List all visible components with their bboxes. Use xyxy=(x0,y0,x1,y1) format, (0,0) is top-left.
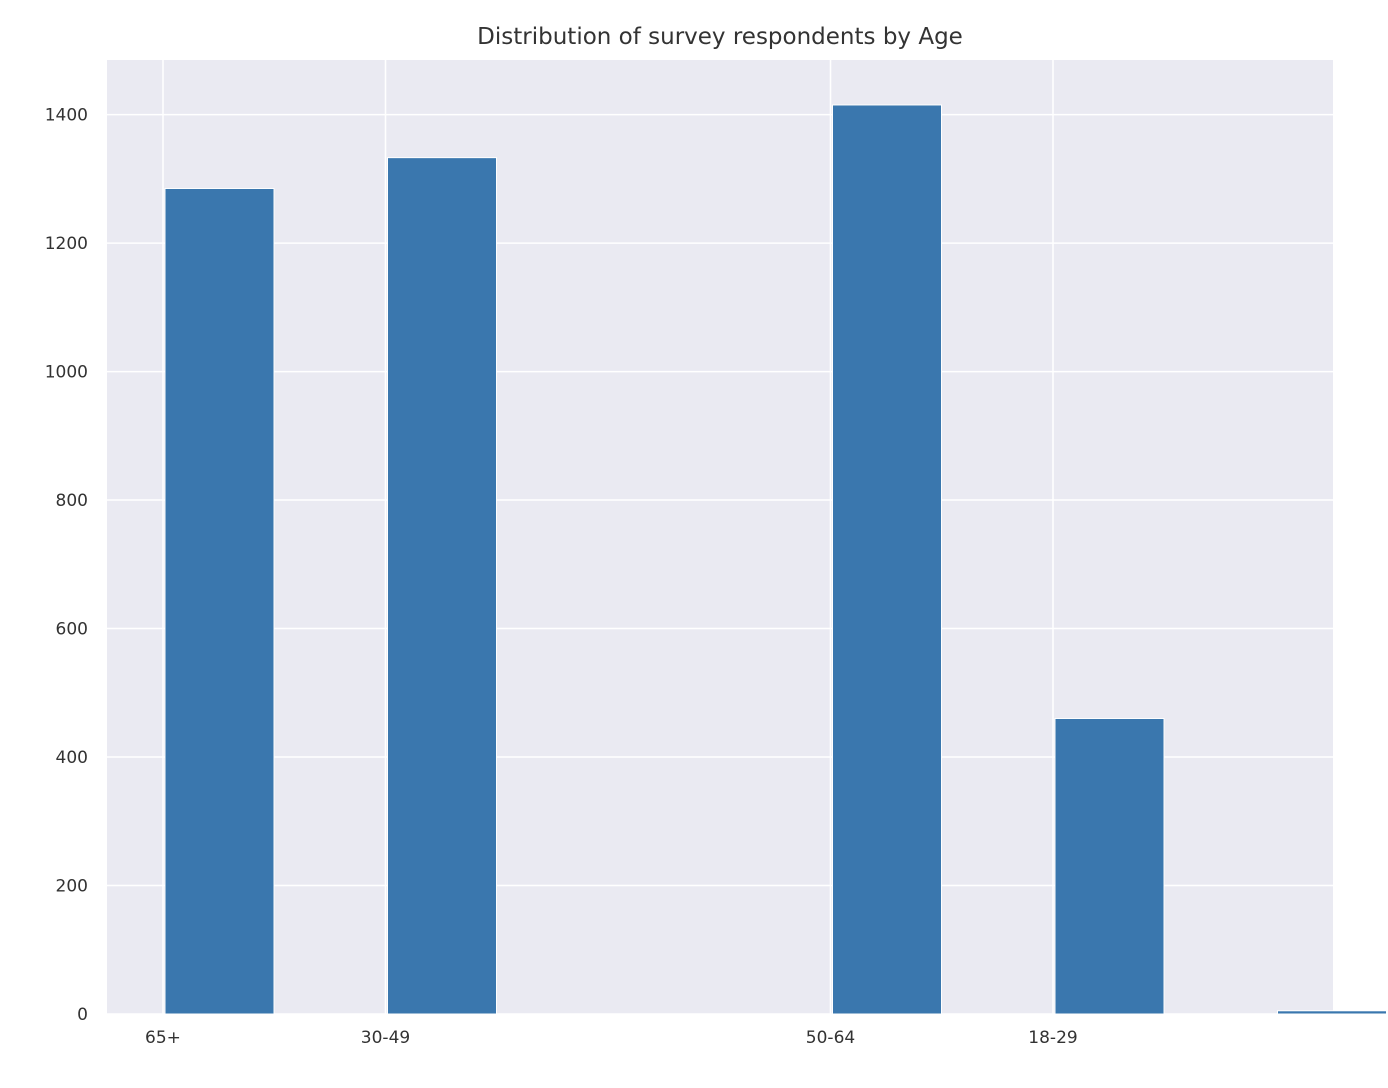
x-axis-ticks: 65+ 30-49 50-64 18-29 xyxy=(145,1028,1078,1048)
chart-title: Distribution of survey respondents by Ag… xyxy=(477,24,963,50)
bar-30-49 xyxy=(387,157,497,1015)
y-tick-label: 800 xyxy=(56,491,88,511)
y-tick-label: 1200 xyxy=(45,234,88,254)
bar-50-64 xyxy=(832,104,942,1015)
grid-lines xyxy=(107,60,1388,1015)
y-tick-label: 1400 xyxy=(45,106,88,126)
x-tick-label: 30-49 xyxy=(361,1028,410,1048)
bar-65+ xyxy=(164,187,275,1015)
y-tick-label: 400 xyxy=(56,748,88,768)
bar-18-29 xyxy=(1054,717,1165,1015)
y-tick-label: 600 xyxy=(56,620,88,640)
y-tick-label: 1000 xyxy=(45,363,88,383)
bars xyxy=(164,104,1387,1015)
y-axis-ticks: 0 200 400 600 800 1000 1200 1400 xyxy=(45,106,88,1025)
y-tick-label: 200 xyxy=(56,877,88,897)
bar-bin-5 xyxy=(1277,1010,1387,1015)
y-tick-label: 0 xyxy=(77,1005,88,1025)
x-tick-label: 18-29 xyxy=(1028,1028,1077,1048)
x-tick-label: 65+ xyxy=(145,1028,181,1048)
x-tick-label: 50-64 xyxy=(806,1028,855,1048)
